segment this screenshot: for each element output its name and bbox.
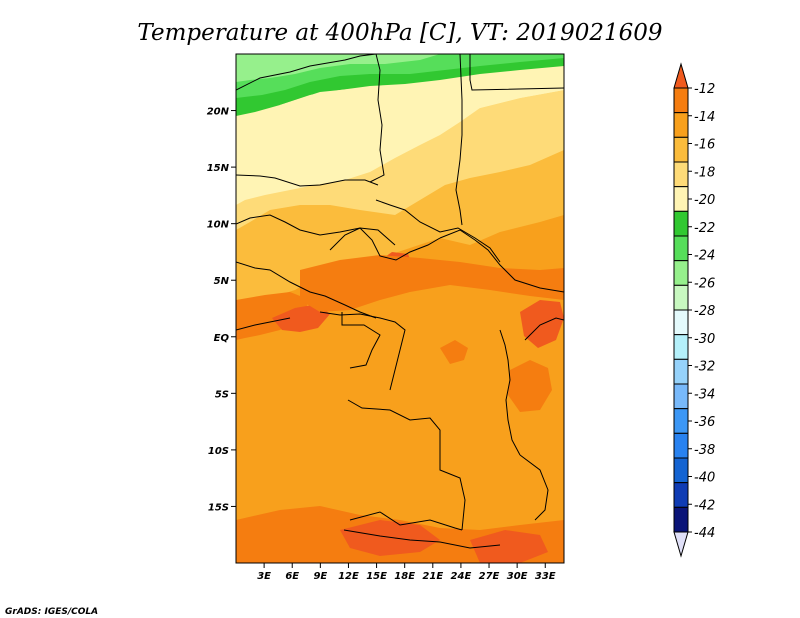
colorbar-segment [673,408,689,434]
colorbar-segment [673,186,689,212]
field-pocket-southmost [340,520,440,556]
x-tick-label: 6E [285,571,299,582]
colorbar-arrow-top [673,62,689,89]
colorbar-segment [673,482,689,508]
colorbar-label: -24 [694,249,715,264]
colorbar-segment [673,358,689,385]
colorbar-segment [673,87,689,114]
y-tick-label: 10N [207,220,230,231]
y-tick-label: 15N [207,163,230,174]
colorbar-label: -14 [694,110,715,125]
colorbar-arrow-bottom [673,531,689,558]
field-band-minus26 [236,54,440,82]
colorbar-segment [673,284,689,311]
x-tick-label: 15E [366,571,387,582]
colorbar-segment [673,457,689,484]
field-pocket-west [236,292,310,340]
colorbar-segment [673,136,689,163]
x-tick-label: 9E [313,571,327,582]
x-tick-label: 21E [422,571,443,582]
field-pocket-lake [508,360,552,412]
x-tick-label: 24E [451,571,472,582]
x-tick-label: 18E [394,571,415,582]
y-tick-label: 5S [215,389,229,400]
colorbar-label: -32 [694,360,715,375]
y-tick-label: 15S [208,502,229,513]
plot-frame [235,53,565,564]
colorbar-segment [673,383,689,410]
colorbar-label: -12 [694,82,715,97]
field-pocket-central [300,255,564,312]
y-axis: 20N 15N 10N 5N EQ 5S 10S 15S [207,107,236,513]
colorbar-segment [673,210,689,237]
chart-title: Temperature at 400hPa [C], VT: 201902160… [137,20,662,46]
map-plot [236,54,564,563]
colorbar-label: -42 [694,498,715,513]
x-tick-label: 33E [535,571,556,582]
colorbar-label: -20 [694,193,715,208]
colorbar-label: -36 [694,415,715,430]
y-tick-label: 5N [214,276,230,287]
x-axis: 3E 6E 9E 12E 15E 18E 21E 24E 27E 30E 33E [257,563,556,582]
field-pocket-gabon [272,304,330,332]
colorbar-label: -16 [694,138,715,153]
y-tick-label: EQ [214,333,230,344]
colorbar-segment [673,112,689,138]
colorbar-label: -26 [694,276,715,291]
colorbar-label: -22 [694,221,715,236]
y-tick-label: 10S [208,446,229,457]
colorbar-label: -28 [694,304,715,319]
field-pocket-southeast [470,530,548,563]
colorbar-segment [673,506,689,533]
field-band-pale-north [280,68,564,122]
colorbar-segment [673,334,689,360]
colorbar-label: -18 [694,165,715,180]
boundaries [236,54,564,549]
y-tick-label: 20N [207,107,230,118]
colorbar-label: -44 [694,526,715,541]
colorbar-label: -34 [694,387,715,402]
colorbar-segment [673,432,689,459]
field-pocket-interior [440,340,468,364]
colorbar-label: -30 [694,332,715,347]
colorbar-label: -38 [694,443,715,458]
colorbar: -12 -14 -16 -18 -20 -22 -24 -26 -28 -30 -32 -34 -36 -… [673,62,715,558]
colorbar-segment [673,161,689,188]
colorbar-label: -40 [694,471,715,486]
colorbar-segment [673,260,689,286]
x-tick-label: 27E [479,571,500,582]
credit-text: GrADS: IGES/COLA [5,607,98,617]
x-tick-label: 12E [338,571,359,582]
colorbar-segment [673,235,689,262]
x-tick-label: 30E [507,571,528,582]
colorbar-segment [673,309,689,336]
x-tick-label: 3E [257,571,271,582]
